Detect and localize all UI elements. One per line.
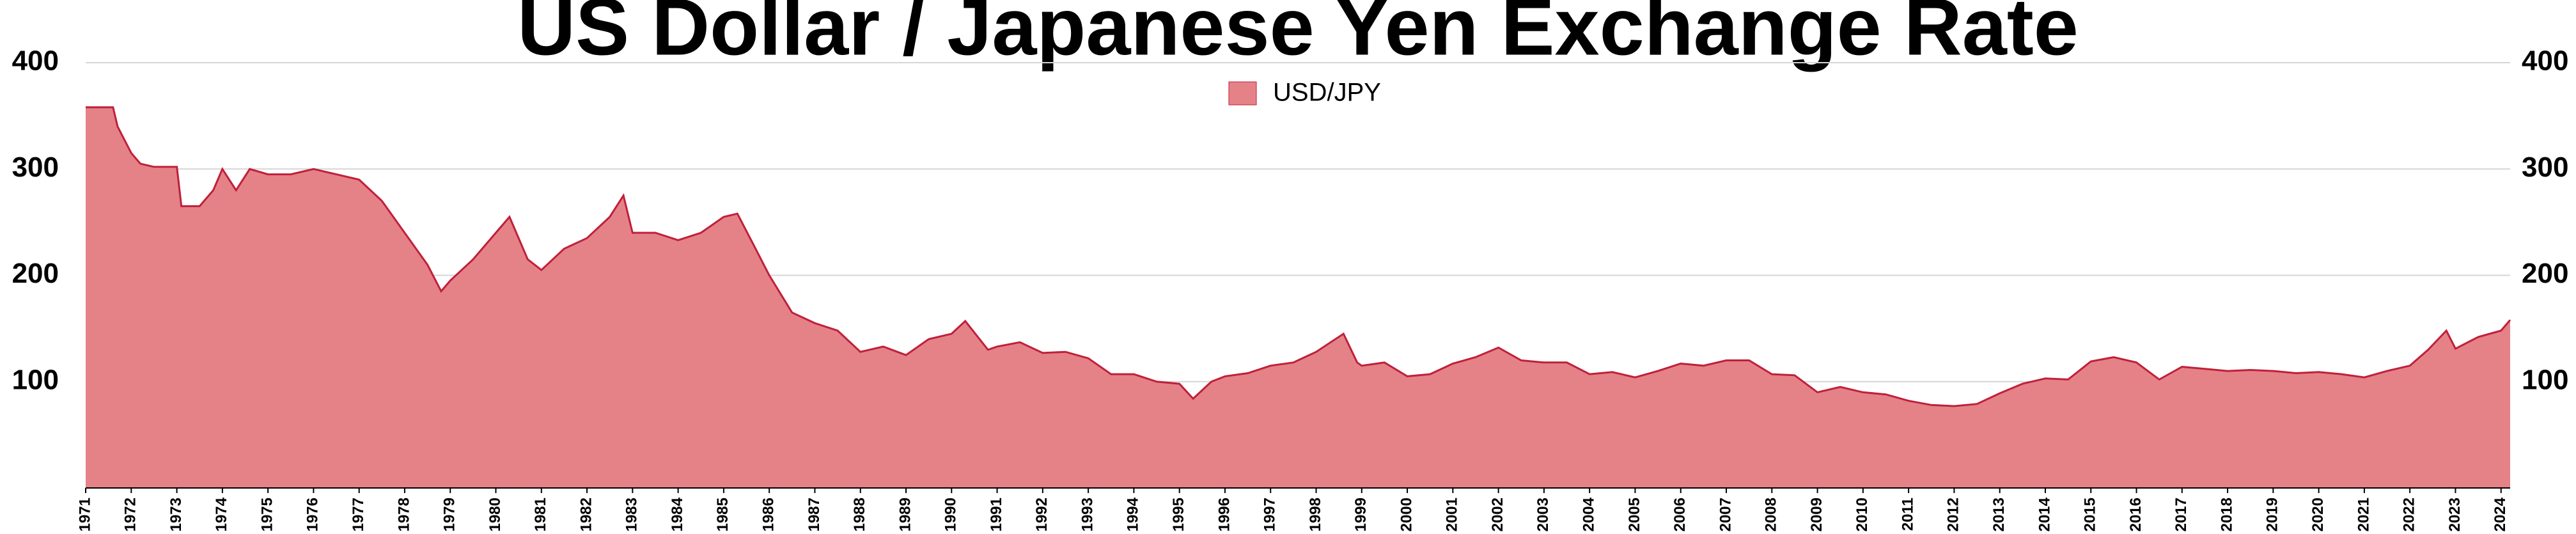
x-tick-label: 2008 xyxy=(1763,498,1780,531)
x-tick-label: 1980 xyxy=(487,498,504,531)
x-tick-label: 1974 xyxy=(213,497,230,531)
x-tick-label: 1979 xyxy=(441,498,458,531)
x-tick-label: 1991 xyxy=(988,498,1005,531)
x-tick-label: 2006 xyxy=(1671,498,1689,531)
x-tick-label: 2016 xyxy=(2127,498,2144,531)
y-tick-label-right: 300 xyxy=(2522,152,2568,183)
x-tick-label: 2018 xyxy=(2218,498,2235,531)
x-tick-label: 2023 xyxy=(2446,498,2463,531)
x-tick-label: 1995 xyxy=(1170,498,1187,531)
x-tick-label: 2012 xyxy=(1945,498,1962,531)
x-tick-label: 1976 xyxy=(304,498,322,531)
x-tick-label: 1983 xyxy=(623,498,641,531)
x-tick-label: 2024 xyxy=(2492,497,2509,531)
x-tick-label: 2019 xyxy=(2264,498,2281,531)
x-tick-label: 2004 xyxy=(1581,497,1598,531)
x-tick-label: 1986 xyxy=(760,498,777,531)
x-tick-label: 1978 xyxy=(395,498,412,531)
x-tick-label: 1975 xyxy=(258,498,276,531)
chart-title: US Dollar / Japanese Yen Exchange Rate xyxy=(517,0,2079,72)
x-tick-label: 2001 xyxy=(1444,498,1461,531)
y-tick-label-right: 200 xyxy=(2522,258,2568,289)
x-tick-label: 1990 xyxy=(942,498,960,531)
y-tick-label-right: 100 xyxy=(2522,364,2568,395)
y-tick-label: 300 xyxy=(12,152,59,183)
x-tick-label: 2007 xyxy=(1717,498,1734,531)
x-tick-label: 1997 xyxy=(1261,498,1279,531)
x-tick-label: 1982 xyxy=(577,498,595,531)
x-tick-label: 1981 xyxy=(532,498,549,531)
area xyxy=(86,107,2510,489)
x-tick-label: 1977 xyxy=(350,498,367,531)
x-tick-label: 2011 xyxy=(1899,498,1916,531)
x-tick-label: 2021 xyxy=(2355,498,2372,531)
x-tick-label: 1985 xyxy=(714,498,731,531)
x-tick-label: 1998 xyxy=(1307,498,1324,531)
y-tick-label: 200 xyxy=(12,258,59,289)
x-tick-label: 1987 xyxy=(806,498,823,531)
y-tick-label: 100 xyxy=(12,364,59,395)
x-tick-label: 1994 xyxy=(1125,497,1142,531)
y-tick-label-right: 400 xyxy=(2522,45,2568,77)
x-tick-label: 1973 xyxy=(168,498,185,531)
x-tick-label: 1971 xyxy=(76,498,93,531)
x-tick-label: 1989 xyxy=(896,498,914,531)
legend-label: USD/JPY xyxy=(1273,79,1381,107)
x-tick-label: 2010 xyxy=(1854,498,1871,531)
x-tick-label: 2014 xyxy=(2036,497,2053,531)
x-tick-label: 1984 xyxy=(669,497,686,531)
x-tick-label: 1992 xyxy=(1033,498,1050,531)
x-tick-label: 1999 xyxy=(1352,498,1370,531)
x-tick-label: 2017 xyxy=(2173,498,2190,531)
x-tick-label: 1993 xyxy=(1079,498,1096,531)
x-tick-label: 2003 xyxy=(1534,498,1552,531)
x-tick-label: 1972 xyxy=(122,498,139,531)
x-tick-label: 2000 xyxy=(1398,498,1415,531)
x-tick-label: 2002 xyxy=(1489,498,1506,531)
x-tick-label: 1996 xyxy=(1215,498,1233,531)
x-tick-label: 2015 xyxy=(2082,498,2099,531)
x-tick-label: 2020 xyxy=(2309,498,2327,531)
x-tick-label: 2005 xyxy=(1626,498,1643,531)
x-tick-label: 2013 xyxy=(1990,498,2008,531)
x-tick-label: 2022 xyxy=(2401,498,2418,531)
x-tick-label: 2009 xyxy=(1808,498,1825,531)
y-tick-label: 400 xyxy=(12,45,59,77)
x-tick-label: 1988 xyxy=(851,498,868,531)
legend-swatch xyxy=(1228,81,1257,106)
area-edge xyxy=(86,106,2511,407)
